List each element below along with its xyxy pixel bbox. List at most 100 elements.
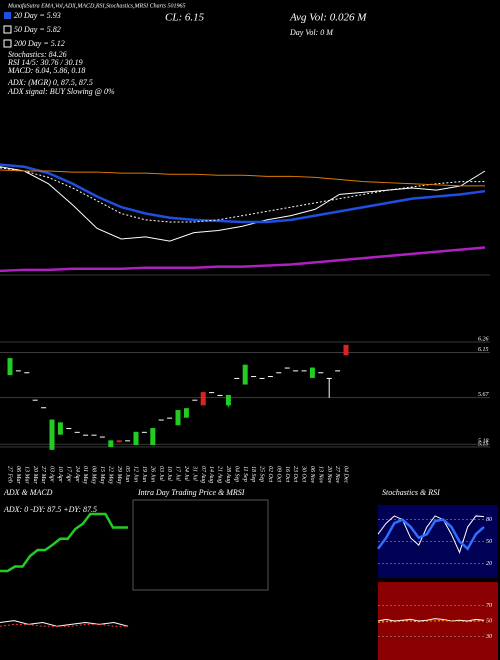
series-line (0, 163, 486, 224)
candle-body (91, 434, 97, 436)
legend-swatch (3, 25, 12, 34)
candle-body (7, 358, 13, 376)
x-tick-label: 17 Jul (175, 466, 181, 481)
candle-body (41, 407, 47, 409)
day-volume: Day Vol: 0 M (289, 28, 334, 37)
series-line (0, 167, 485, 223)
x-tick-label: 26 Jun (149, 466, 155, 482)
candle-body (326, 377, 332, 379)
x-tick-label: 14 Aug (208, 466, 215, 483)
candle-body (225, 394, 231, 406)
series-line (377, 515, 485, 554)
x-tick-label: 15 May (99, 466, 105, 484)
x-tick-label: 16 Oct (284, 466, 290, 482)
candle-body (167, 417, 173, 419)
avg-volume: Avg Vol: 0.026 M (289, 12, 367, 24)
candle-body (251, 376, 257, 378)
candle-body (49, 419, 55, 450)
y-tick-label: 5.15 (478, 441, 489, 447)
y-tick-label: 30 (485, 634, 492, 640)
candle-body (133, 431, 139, 446)
legend-text: 20 Day = 5.93 (14, 11, 61, 20)
candle-body (74, 431, 80, 433)
y-tick-label: 50 (486, 618, 492, 624)
candle-body (83, 434, 89, 436)
candle-body (141, 431, 147, 433)
candle-body (175, 410, 181, 426)
legend-swatch (3, 39, 12, 48)
candle-body (32, 399, 38, 401)
x-tick-label: 03 Apr (49, 466, 55, 483)
candle-body (209, 392, 215, 394)
candle-body (99, 436, 105, 438)
candle-body (24, 372, 30, 374)
y-tick-label: 70 (486, 603, 492, 609)
intraday-title: Intra Day Trading Price & MRSI (137, 488, 245, 497)
series-line (0, 623, 128, 627)
x-tick-label: 09 Oct (275, 466, 281, 482)
x-tick-label: 28 Aug (225, 466, 231, 483)
x-tick-label: 27 Mar (40, 466, 46, 484)
candle-body (284, 367, 290, 369)
y-tick-label: 6.15 (478, 347, 489, 353)
close-price: CL: 6.15 (165, 12, 205, 24)
info-text: ADX: (MGR) 0, 87.5, 87.5 (7, 78, 93, 87)
x-tick-label: 01 May (82, 466, 88, 484)
series-line (376, 518, 485, 551)
candle-body (293, 370, 299, 372)
y-tick-label: 20 (486, 561, 492, 567)
x-tick-label: 10 Jul (166, 466, 172, 481)
x-tick-label: 24 Jul (183, 466, 190, 481)
panel-title: ADX & MACD (3, 488, 53, 497)
x-tick-label: 10 Apr (57, 466, 63, 483)
candle-body (200, 392, 206, 406)
y-tick-label: 6.26 (478, 336, 489, 342)
x-tick-label: 20 Mar (32, 466, 38, 484)
x-tick-label: 31 Jul (191, 465, 197, 481)
candle-body (66, 428, 72, 430)
x-tick-label: 30 Oct (301, 465, 307, 482)
candle-body (242, 364, 248, 385)
series-line (0, 246, 486, 273)
info-text: ADX signal: BUY Slowing @ 0% (7, 87, 115, 96)
candle-body (318, 372, 324, 374)
x-tick-label: 25 Sep (259, 466, 265, 482)
x-tick-label: 19 Jun (141, 466, 147, 482)
x-tick-label: 11 Sep (242, 466, 248, 482)
series-line (0, 512, 128, 573)
candle-body (267, 376, 273, 378)
candle-body (158, 419, 164, 421)
x-tick-label: 23 Oct (292, 466, 298, 482)
candle-body (309, 367, 315, 378)
y-tick-label: 5.67 (478, 392, 490, 398)
x-tick-label: 06 Mar (15, 466, 21, 484)
x-tick-label: 22 May (107, 466, 113, 484)
y-tick-label: 50 (486, 539, 492, 545)
candle-body (276, 372, 282, 374)
x-tick-label: 04 Sep (233, 466, 240, 482)
x-tick-label: 27 Feb (7, 466, 13, 483)
x-tick-label: 21 Aug (217, 466, 223, 483)
x-tick-label: 03 Jul (158, 466, 164, 481)
x-tick-label: 02 Oct (267, 466, 273, 482)
series-line (377, 619, 484, 624)
x-tick-label: 29 May (116, 466, 122, 484)
panel-subtitle: ADX: 0 -DY: 87.5 +DY: 87.5 (3, 505, 97, 514)
x-tick-label: 05 Jun (124, 466, 130, 482)
x-tick-label: 18 Sep (250, 466, 256, 482)
legend-text: 200 Day = 5.12 (14, 39, 65, 48)
x-tick-label: 08 May (91, 466, 97, 484)
candle-body (15, 370, 21, 372)
candle-body (150, 428, 156, 446)
series-line (0, 166, 486, 242)
x-tick-label: 04 Dec (343, 466, 350, 483)
candle-body (125, 440, 131, 442)
series-line (0, 620, 129, 627)
legend-text: 50 Day = 5.82 (14, 25, 61, 34)
candle-body (183, 408, 189, 418)
y-tick-label: 5.18 (478, 439, 489, 445)
x-tick-label: 12 Jun (133, 466, 139, 482)
x-tick-label: 13 Nov (317, 466, 323, 484)
info-text: Stochastics: 84.26 (8, 50, 67, 59)
